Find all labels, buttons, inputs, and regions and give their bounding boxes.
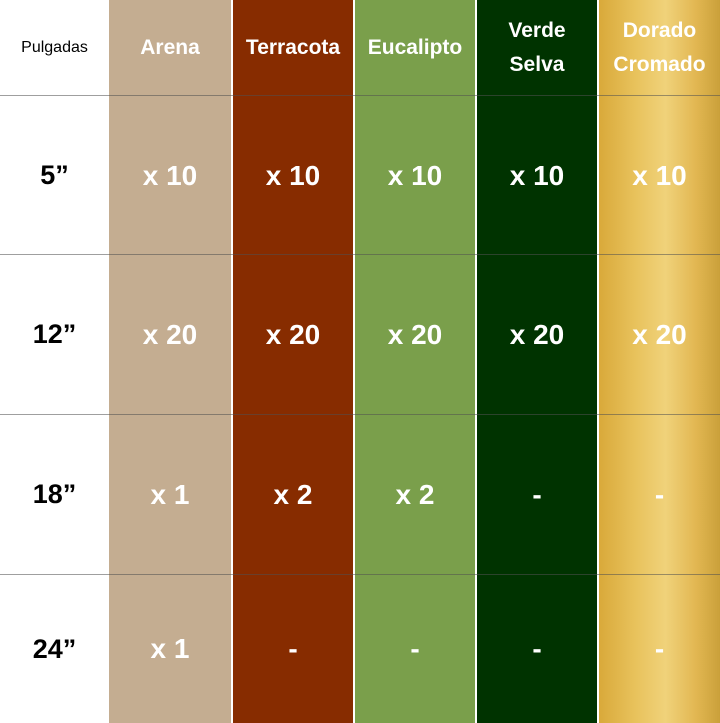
color-column-dorado-cromado: Dorado Cromado x 10 x 20 - - <box>599 0 720 723</box>
qty-cell: - <box>654 633 665 664</box>
qty-cell: x 20 <box>387 318 443 350</box>
qty-cell: x 20 <box>142 318 198 350</box>
column-divider <box>231 0 233 723</box>
row-divider <box>0 414 720 415</box>
color-header-verde-selva: Verde Selva <box>508 19 566 76</box>
qty-cell: x 20 <box>509 318 565 350</box>
color-column-eucalipto: Eucalipto x 10 x 20 x 2 - <box>355 0 475 723</box>
color-column-terracota: Terracota x 10 x 20 x 2 - <box>233 0 353 723</box>
qty-cell: - <box>410 633 420 664</box>
color-column-verde-selva: Verde Selva x 10 x 20 - - <box>477 0 597 723</box>
column-divider <box>597 0 599 723</box>
qty-cell: x 10 <box>509 159 565 191</box>
qty-cell: x 10 <box>387 159 443 191</box>
row-divider <box>0 95 720 96</box>
qty-cell: x 1 <box>150 633 190 664</box>
row-divider <box>0 574 720 575</box>
color-column-arena: Arena x 10 x 20 x 1 x 1 <box>109 0 231 723</box>
color-header-arena: Arena <box>140 36 200 59</box>
qty-cell: - <box>654 478 665 510</box>
size-header: Pulgadas <box>21 39 88 56</box>
qty-cell: - <box>532 633 542 664</box>
size-label-24: 24” <box>32 633 77 664</box>
color-header-terracota: Terracota <box>245 36 341 59</box>
qty-cell: x 10 <box>265 159 321 191</box>
column-divider <box>475 0 477 723</box>
size-label-18: 18” <box>32 479 77 509</box>
qty-cell: x 20 <box>265 318 321 350</box>
qty-cell: - <box>288 633 298 664</box>
qty-cell: x 10 <box>632 159 687 191</box>
qty-cell: x 1 <box>150 478 190 510</box>
size-label-12: 12” <box>32 319 77 349</box>
color-header-dorado-cromado: Dorado Cromado <box>613 19 706 76</box>
qty-cell: x 20 <box>632 318 687 350</box>
size-label-5: 5” <box>40 160 69 190</box>
row-divider <box>0 254 720 255</box>
size-column: Pulgadas 5” 12” 18” 24” <box>0 0 109 723</box>
qty-cell: x 2 <box>273 478 313 510</box>
qty-cell: x 2 <box>395 478 435 510</box>
qty-cell: x 10 <box>142 159 198 191</box>
color-header-eucalipto: Eucalipto <box>367 36 463 59</box>
column-divider <box>353 0 355 723</box>
qty-cell: - <box>532 478 542 510</box>
